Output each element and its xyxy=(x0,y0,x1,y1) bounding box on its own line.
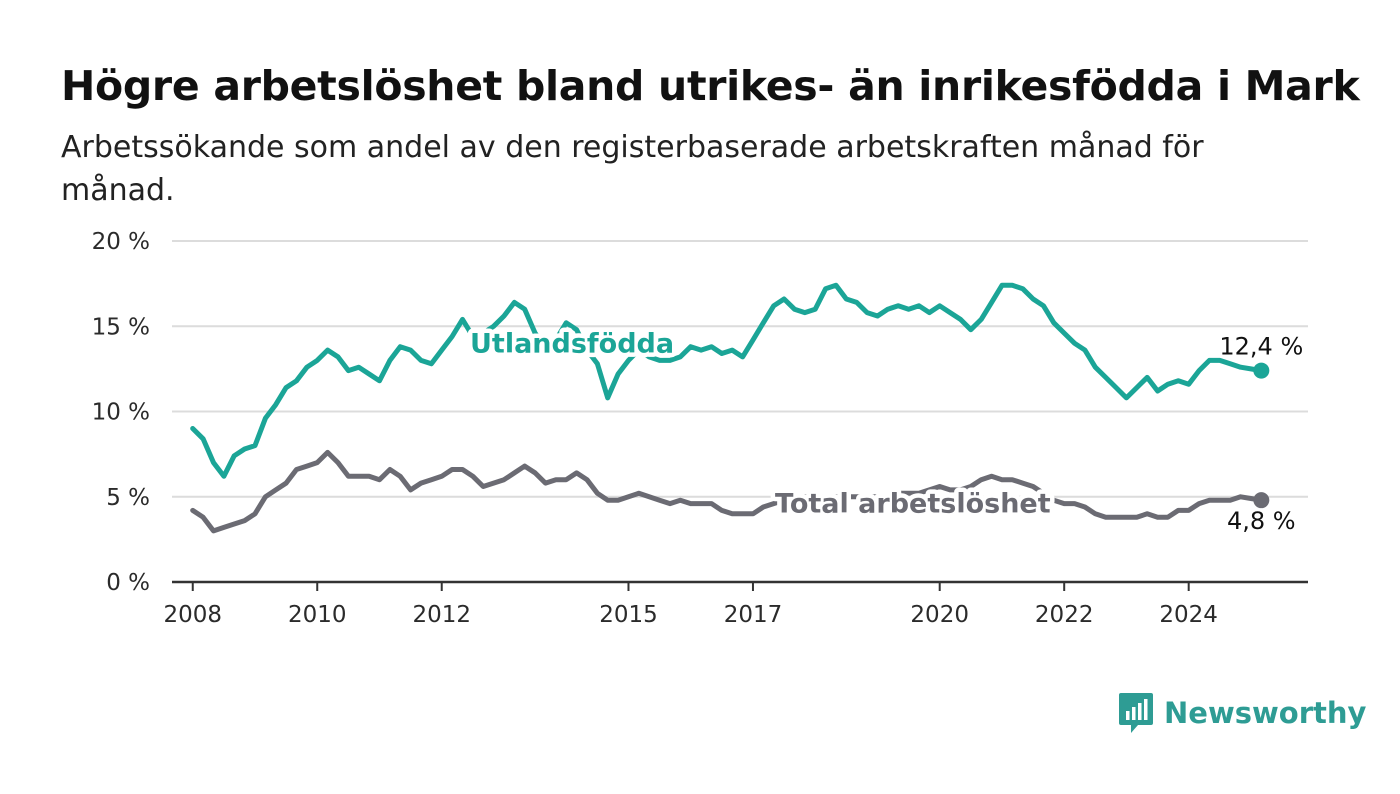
chart-title: Högre arbetslöshet bland utrikes- än inr… xyxy=(61,62,1360,110)
y-tick-label: 10 % xyxy=(92,400,150,426)
series-line-total xyxy=(190,449,1264,534)
series-end-dot xyxy=(1253,362,1270,379)
newsworthy-logo-icon xyxy=(1119,693,1153,733)
x-tick-label: 2010 xyxy=(288,602,347,628)
series-label-utlandsfodda: Utlandsfödda xyxy=(470,328,674,359)
series-labels: 12,4 % 4,8 % Utlandsfödda Total arbetslöshe… xyxy=(466,324,1304,535)
x-tick-label: 2008 xyxy=(163,602,222,628)
y-tick-label: 0 % xyxy=(106,570,150,596)
brand-name: Newsworthy xyxy=(1164,696,1367,730)
chart-subtitle: Arbetssökande som andel av den registerb… xyxy=(61,130,1204,208)
y-tick-label: 15 % xyxy=(92,314,150,340)
x-tick-label: 2012 xyxy=(412,602,471,628)
x-tick-label: 2020 xyxy=(910,602,969,628)
y-axis-ticks: 0 % 5 % 10 % 15 % 20 % xyxy=(92,229,150,596)
x-axis-ticks: 2008 2010 2012 2015 2017 2020 2022 2024 xyxy=(163,582,1218,628)
x-tick-label: 2015 xyxy=(599,602,658,628)
x-tick-label: 2024 xyxy=(1159,602,1218,628)
y-tick-label: 5 % xyxy=(106,485,150,511)
series-line-utlandsfodda xyxy=(190,282,1264,479)
series-lines xyxy=(190,282,1270,534)
series-end-dot xyxy=(1253,492,1270,509)
series-end-value-label: 4,8 % xyxy=(1227,507,1296,535)
x-tick-label: 2022 xyxy=(1035,602,1094,628)
gridlines xyxy=(172,240,1308,584)
series-label-total: Total arbetslöshet xyxy=(775,489,1051,520)
y-tick-label: 20 % xyxy=(92,229,150,255)
series-end-value-label: 12,4 % xyxy=(1219,333,1303,361)
newsworthy-brand[interactable]: Newsworthy xyxy=(1118,690,1366,736)
x-tick-label: 2017 xyxy=(724,602,783,628)
